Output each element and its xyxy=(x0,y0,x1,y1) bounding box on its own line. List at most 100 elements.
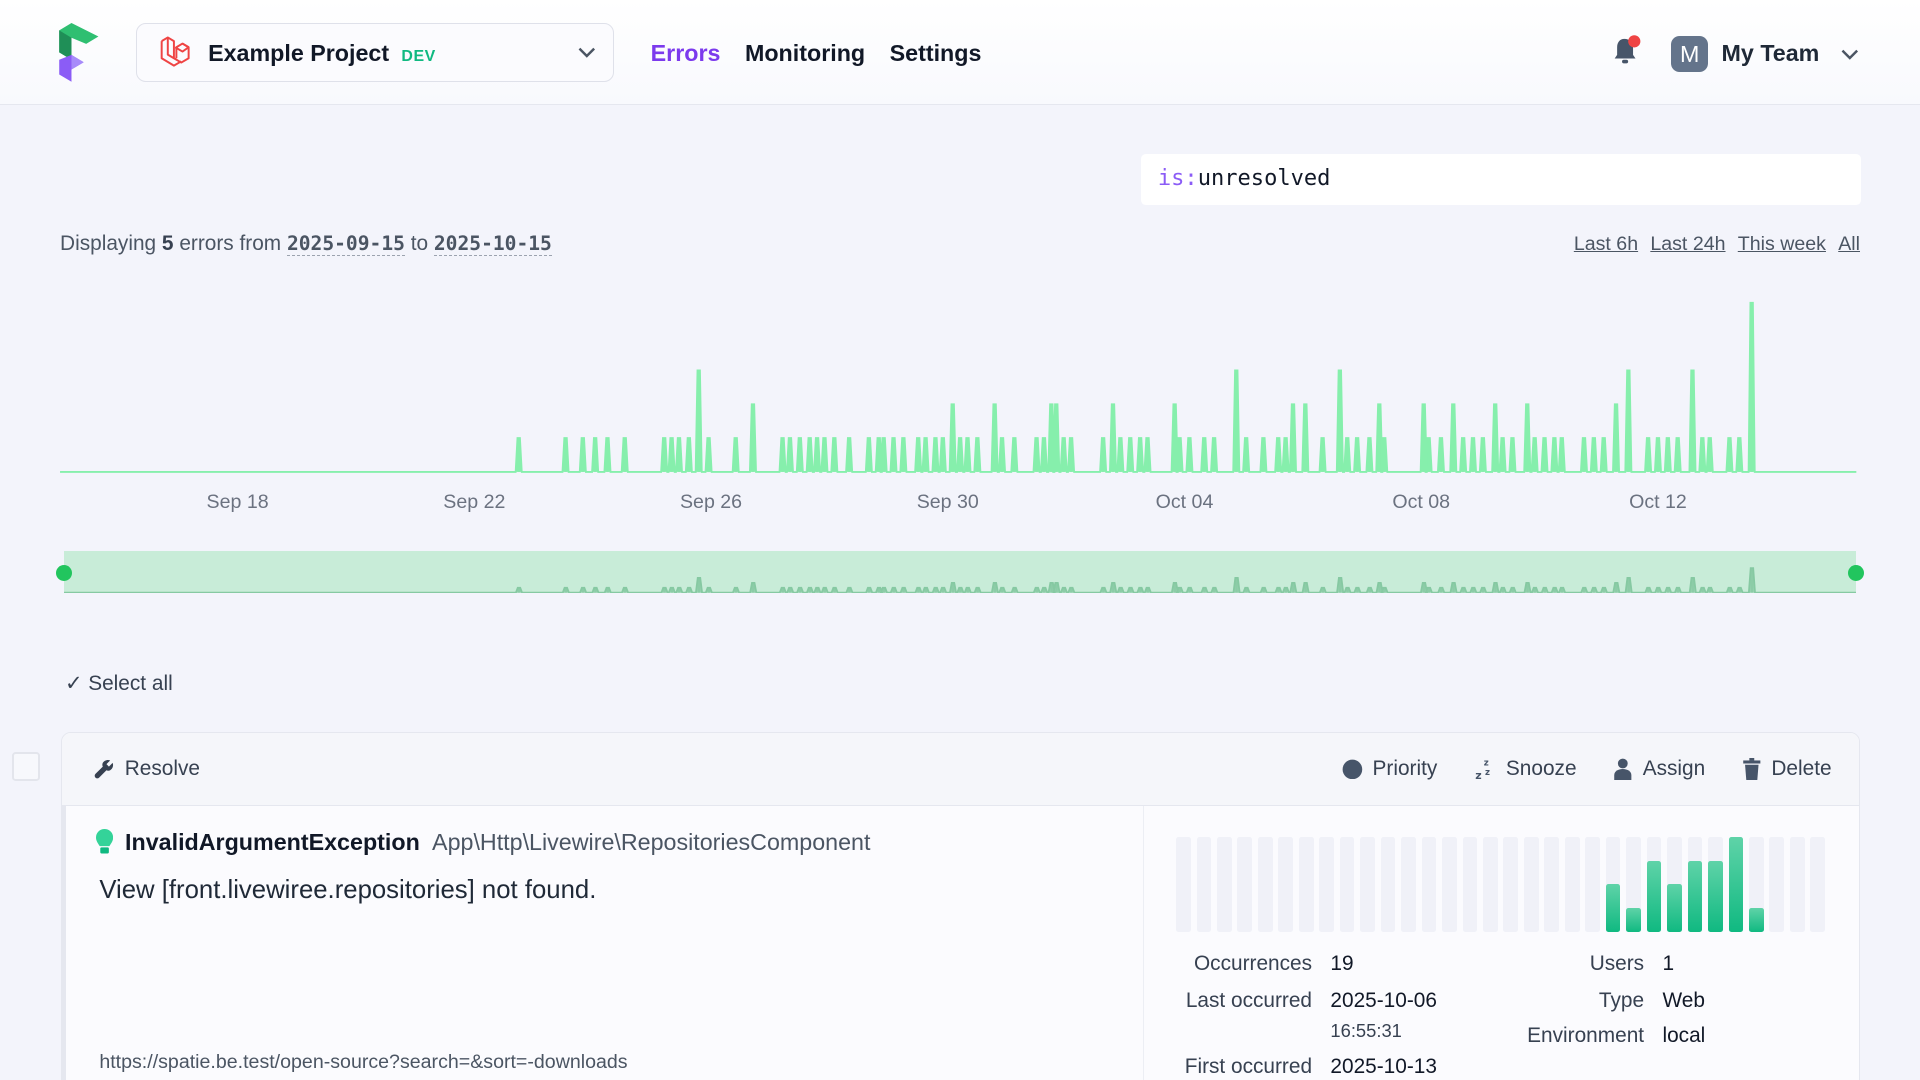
chevron-down-icon xyxy=(578,47,595,58)
data-spike xyxy=(697,370,700,472)
data-spike xyxy=(1050,404,1053,472)
data-spike xyxy=(1439,588,1443,594)
first-occurred-date: 2025-10-13 xyxy=(1330,1054,1437,1078)
data-spike xyxy=(517,437,520,472)
data-spike xyxy=(1276,437,1280,472)
data-spike xyxy=(1481,437,1485,472)
date-to[interactable]: 2025-10-15 xyxy=(433,231,552,256)
app-logo[interactable] xyxy=(58,23,100,83)
users-label: Users xyxy=(1589,951,1645,975)
data-spike xyxy=(1304,583,1307,594)
priority-button[interactable]: Priority xyxy=(1342,757,1437,781)
occurrence-bar-track xyxy=(1585,836,1600,933)
brush-handle-end[interactable] xyxy=(1847,564,1864,581)
data-spike xyxy=(958,588,962,594)
team-name[interactable]: My Team xyxy=(1721,40,1820,67)
x-tick-label: Oct 08 xyxy=(1392,491,1451,514)
brush-handle-start[interactable] xyxy=(56,564,73,581)
circle-icon xyxy=(1342,759,1363,779)
range-last-6h[interactable]: Last 6h xyxy=(1573,232,1639,255)
environment-value: local xyxy=(1662,1024,1706,1048)
data-spike xyxy=(751,404,755,472)
date-from[interactable]: 2025-09-15 xyxy=(286,231,405,256)
data-spike xyxy=(1212,588,1216,594)
search-input[interactable]: is:unresolved xyxy=(1140,154,1862,205)
data-spike xyxy=(1062,588,1065,594)
data-spike xyxy=(966,437,969,472)
data-spike xyxy=(916,437,920,472)
occurrence-bar-track xyxy=(1769,836,1785,933)
nav-errors[interactable]: Errors xyxy=(650,40,721,67)
project-selector[interactable]: Example Project DEV xyxy=(136,23,614,83)
exception-name[interactable]: InvalidArgumentException xyxy=(125,829,420,856)
data-spike xyxy=(1244,588,1248,594)
check-icon: ✓ xyxy=(64,672,83,696)
data-spike xyxy=(1291,404,1295,472)
range-this-week[interactable]: This week xyxy=(1737,232,1826,255)
data-spike xyxy=(1321,588,1324,594)
occurrence-bar xyxy=(1626,908,1641,933)
laravel-icon xyxy=(160,36,190,67)
data-spike xyxy=(815,437,819,472)
svg-text:z: z xyxy=(1485,768,1490,778)
type-value: Web xyxy=(1662,988,1705,1012)
assign-button[interactable]: Assign xyxy=(1613,757,1705,781)
occurrence-bar-track xyxy=(1523,836,1539,933)
data-spike xyxy=(1461,588,1465,594)
data-spike xyxy=(1101,437,1105,472)
data-spike xyxy=(1111,404,1115,472)
occurrence-bar-track xyxy=(1503,836,1519,933)
data-spike xyxy=(1188,588,1191,594)
error-checkbox[interactable] xyxy=(12,752,41,781)
error-summary[interactable]: InvalidArgumentException App\Http\Livewi… xyxy=(62,806,1145,1080)
data-spike xyxy=(1383,437,1386,472)
data-spike xyxy=(1471,437,1475,472)
data-spike xyxy=(677,588,681,594)
data-spike xyxy=(1750,568,1753,594)
nav-monitoring[interactable]: Monitoring xyxy=(744,40,866,67)
data-spike xyxy=(1368,437,1371,472)
data-spike xyxy=(517,588,520,594)
team-avatar[interactable]: M xyxy=(1671,35,1709,73)
data-spike xyxy=(1526,404,1529,472)
data-spike xyxy=(882,588,885,594)
range-brush[interactable] xyxy=(60,551,1857,594)
data-spike xyxy=(902,437,905,472)
bell-icon[interactable] xyxy=(1611,34,1643,68)
data-spike xyxy=(1728,588,1731,594)
data-spike xyxy=(823,437,826,472)
select-all-button[interactable]: ✓ Select all xyxy=(64,672,173,696)
data-spike xyxy=(1427,437,1430,472)
data-spike xyxy=(593,437,597,472)
delete-button[interactable]: Delete xyxy=(1742,757,1832,781)
data-spike xyxy=(916,588,920,594)
nav-settings[interactable]: Settings xyxy=(889,40,982,67)
data-spike xyxy=(815,588,819,594)
data-spike xyxy=(662,437,666,472)
data-spike xyxy=(1627,578,1630,594)
data-spike xyxy=(677,437,681,472)
data-spike xyxy=(1138,588,1142,594)
svg-text:z: z xyxy=(1475,769,1481,780)
errors-chart[interactable] xyxy=(0,282,1920,478)
data-spike xyxy=(1346,437,1349,472)
data-spike xyxy=(1055,583,1058,594)
error-url[interactable]: https://spatie.be.test/open-source?searc… xyxy=(99,1051,628,1074)
svg-text:z: z xyxy=(1484,758,1489,768)
notification-dot xyxy=(1628,35,1641,48)
data-spike xyxy=(1346,588,1349,594)
data-spike xyxy=(1708,437,1711,472)
users-value: 1 xyxy=(1662,951,1675,975)
range-last-24h[interactable]: Last 24h xyxy=(1650,232,1726,255)
data-spike xyxy=(1646,588,1650,594)
resolve-button[interactable]: Resolve xyxy=(93,757,200,781)
data-spike xyxy=(1244,437,1248,472)
snooze-button[interactable]: z z z Snooze xyxy=(1475,757,1577,781)
range-all[interactable]: All xyxy=(1838,232,1860,255)
chevron-down-icon[interactable] xyxy=(1840,47,1860,62)
data-spike xyxy=(1035,437,1038,472)
data-spike xyxy=(1422,404,1425,472)
occurrence-bar-track xyxy=(1748,836,1764,933)
data-spike xyxy=(924,588,927,594)
data-spike xyxy=(1212,437,1216,472)
